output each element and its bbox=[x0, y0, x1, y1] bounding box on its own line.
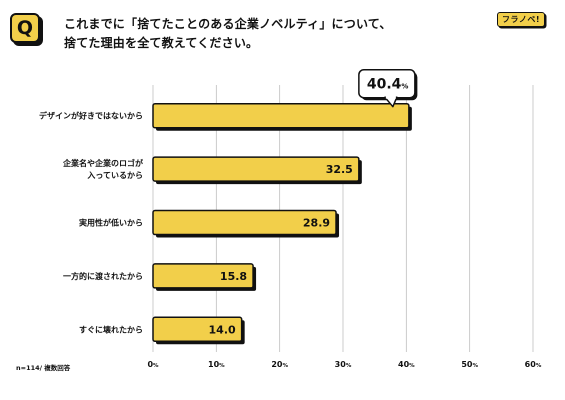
category-label: すぐに壊れたから bbox=[79, 324, 143, 334]
x-tick-label: 0% bbox=[147, 360, 159, 369]
bar-value-label: 15.8 bbox=[220, 270, 247, 283]
bar-value-label: 14.0 bbox=[209, 323, 236, 336]
q-icon: Q bbox=[10, 13, 40, 43]
bar bbox=[152, 316, 243, 343]
highlight-value-label: 40.4% bbox=[367, 77, 409, 93]
x-tick-label: 40% bbox=[398, 360, 415, 369]
x-tick-label: 30% bbox=[335, 360, 352, 369]
sample-size-note: n=114/ 複数回答 bbox=[16, 364, 71, 372]
x-tick-label: 50% bbox=[461, 360, 478, 369]
x-tick-label: 20% bbox=[271, 360, 288, 369]
brand-logo: フラノベ! bbox=[497, 12, 545, 27]
bar-value-label: 32.5 bbox=[326, 163, 353, 176]
bar bbox=[152, 102, 410, 129]
title-line-2: 捨てた理由を全て教えてください。 bbox=[64, 36, 259, 50]
bar bbox=[152, 209, 337, 236]
bar-value-label: 28.9 bbox=[303, 217, 330, 230]
x-tick-label: 10% bbox=[208, 360, 225, 369]
category-label: 一方的に渡されたから bbox=[63, 271, 143, 281]
category-label: 実用性が低いから bbox=[79, 218, 143, 228]
category-label: 入っているから bbox=[86, 171, 143, 180]
callout-pointer-mask bbox=[385, 95, 396, 99]
category-label: デザインが好きではないから bbox=[39, 111, 143, 121]
chart-title: これまでに「捨てたことのある企業ノベルティ」について、 捨てた理由を全て教えてく… bbox=[64, 15, 444, 53]
category-label: 企業名や企業のロゴが bbox=[62, 158, 144, 168]
bar bbox=[152, 263, 254, 289]
x-tick-label: 60% bbox=[525, 360, 542, 369]
bar bbox=[152, 156, 360, 182]
title-line-1: これまでに「捨てたことのある企業ノベルティ」について、 bbox=[64, 17, 392, 31]
